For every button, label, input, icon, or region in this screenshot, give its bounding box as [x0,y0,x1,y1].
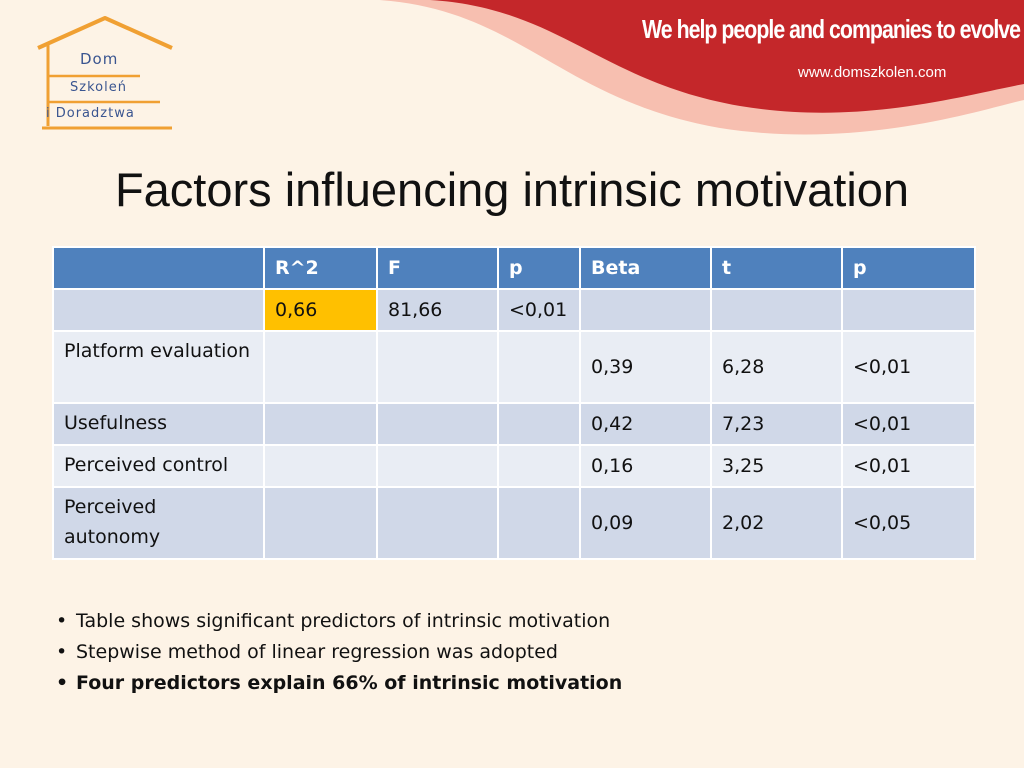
header-cell-t: t [710,246,843,290]
bullet-text: Stepwise method of linear regression was… [76,641,558,663]
table-cell [497,444,581,488]
table-header-row: R^2 F p Beta t p [52,246,976,290]
table-row: Platform evaluation 0,39 6,28 <0,01 [52,330,976,404]
bullet-item: • Four predictors explain 66% of intrinsi… [56,668,622,699]
row-label: Platform evaluation [52,330,265,404]
table-cell: 2,02 [710,486,843,560]
row-label: Usefulness [52,402,265,446]
company-logo: Dom Szkoleń i Doradztwa [30,14,180,139]
table-cell: 3,25 [710,444,843,488]
table-cell [376,486,499,560]
table-cell: <0,01 [841,444,976,488]
logo-line-2: Szkoleń [70,80,127,95]
table-cell [497,330,581,404]
table-cell [52,288,265,332]
table-cell [579,288,712,332]
regression-table: R^2 F p Beta t p 0,66 81,66 <0,01 Platfo… [52,246,976,560]
bullet-text: Table shows significant predictors of in… [76,610,611,632]
logo-line-3: i Doradztwa [46,106,135,121]
table-cell: 0,39 [579,330,712,404]
table-cell: <0,01 [841,330,976,404]
table-cell [376,330,499,404]
header-cell-r2: R^2 [263,246,378,290]
bullet-dot-icon: • [56,641,68,663]
table-cell: 0,42 [579,402,712,446]
table-cell [263,402,378,446]
table-row: 0,66 81,66 <0,01 [52,288,976,332]
table-cell [263,444,378,488]
table-cell [710,288,843,332]
header-cell-f: F [376,246,499,290]
header-cell-p: p [841,246,976,290]
table-cell [841,288,976,332]
slide-title: Factors influencing intrinsic motivation [114,163,910,216]
bullet-item: • Stepwise method of linear regression wa… [56,637,622,668]
table-cell: <0,01 [841,402,976,446]
table-row: Usefulness 0,42 7,23 <0,01 [52,402,976,446]
header-cell-beta: Beta [579,246,712,290]
logo-line-1: Dom [80,50,119,68]
bullet-text: Four predictors explain 66% of intrinsic… [76,672,623,694]
table-cell: 81,66 [376,288,499,332]
table-cell: 0,16 [579,444,712,488]
header-banner [380,0,1024,135]
tagline: We help people and companies to evolve [642,14,1021,44]
row-label: Perceived control [52,444,265,488]
header-cell [52,246,265,290]
house-roof-icon [37,16,173,130]
bullet-list: • Table shows significant predictors of i… [56,606,622,699]
table-cell: 0,09 [579,486,712,560]
table-cell [263,486,378,560]
table-row: Perceived autonomy 0,09 2,02 <0,05 [52,486,976,560]
table-cell [376,444,499,488]
header-cell-p: p [497,246,581,290]
table-cell: <0,05 [841,486,976,560]
table-cell: 6,28 [710,330,843,404]
highlighted-cell: 0,66 [263,288,378,332]
row-label: Perceived autonomy [52,486,265,560]
bullet-dot-icon: • [56,672,69,694]
table-cell: 7,23 [710,402,843,446]
table-cell: <0,01 [497,288,581,332]
table-row: Perceived control 0,16 3,25 <0,01 [52,444,976,488]
bullet-dot-icon: • [56,610,68,632]
table-cell [376,402,499,446]
website-link[interactable]: www.domszkolen.com [798,64,947,81]
bullet-item: • Table shows significant predictors of i… [56,606,622,637]
table-cell [263,330,378,404]
table-cell [497,486,581,560]
table-cell [497,402,581,446]
